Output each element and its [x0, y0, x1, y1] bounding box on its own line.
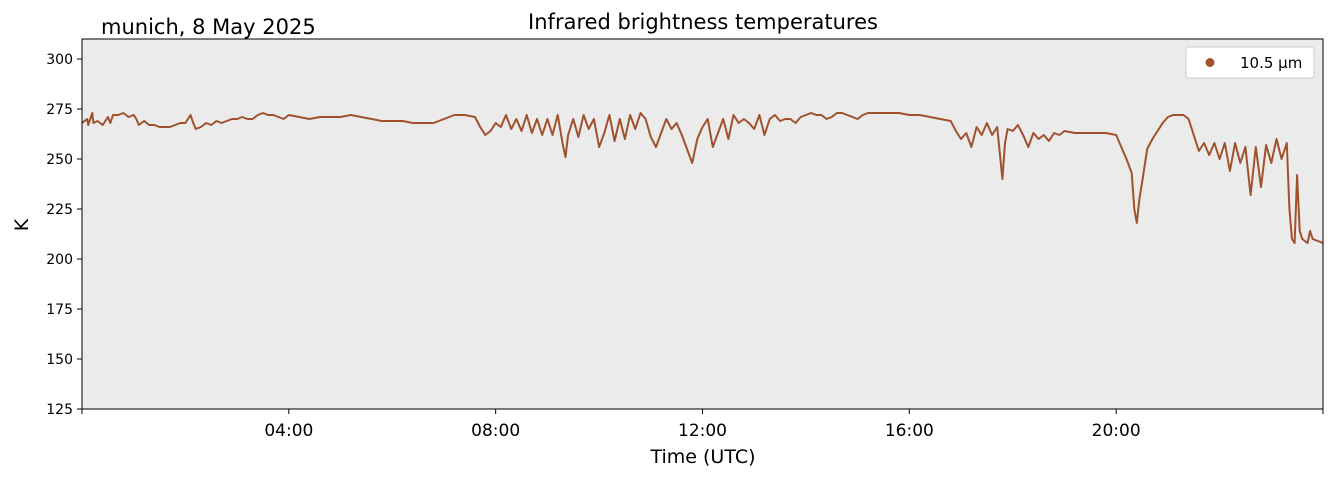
- y-axis-label: K: [11, 218, 33, 231]
- series-line-0: [81, 112, 1324, 244]
- series-layer: [81, 112, 1324, 244]
- y-tick-label: 275: [46, 102, 73, 118]
- x-axis-ticks: 04:00 08:00 12:00 16:00 20:00: [81, 409, 1324, 441]
- legend-box: [1185, 46, 1315, 79]
- y-tick-label: 125: [46, 402, 73, 418]
- legend: 10.5 µm: [1185, 46, 1315, 79]
- legend-label: 10.5 µm: [1240, 54, 1302, 72]
- plot-area: [82, 39, 1323, 409]
- x-tick-label: 12:00: [678, 421, 727, 441]
- x-tick-label: 20:00: [1092, 421, 1141, 441]
- y-axis-ticks: 125 150 175 200 225 250 275 300: [46, 52, 82, 418]
- y-tick-label: 300: [46, 52, 73, 68]
- x-axis-label: Time (UTC): [649, 446, 755, 468]
- y-tick-label: 150: [46, 352, 73, 368]
- x-tick-label: 08:00: [471, 421, 520, 441]
- location-date-label: munich, 8 May 2025: [101, 15, 316, 39]
- chart-title: Infrared brightness temperatures: [528, 10, 878, 34]
- legend-marker: [1205, 58, 1215, 67]
- y-tick-label: 250: [46, 152, 73, 168]
- y-tick-label: 200: [46, 252, 73, 268]
- x-tick-label: 04:00: [264, 421, 313, 441]
- y-tick-label: 175: [46, 302, 73, 318]
- y-tick-label: 225: [46, 202, 73, 218]
- x-tick-label: 16:00: [885, 421, 934, 441]
